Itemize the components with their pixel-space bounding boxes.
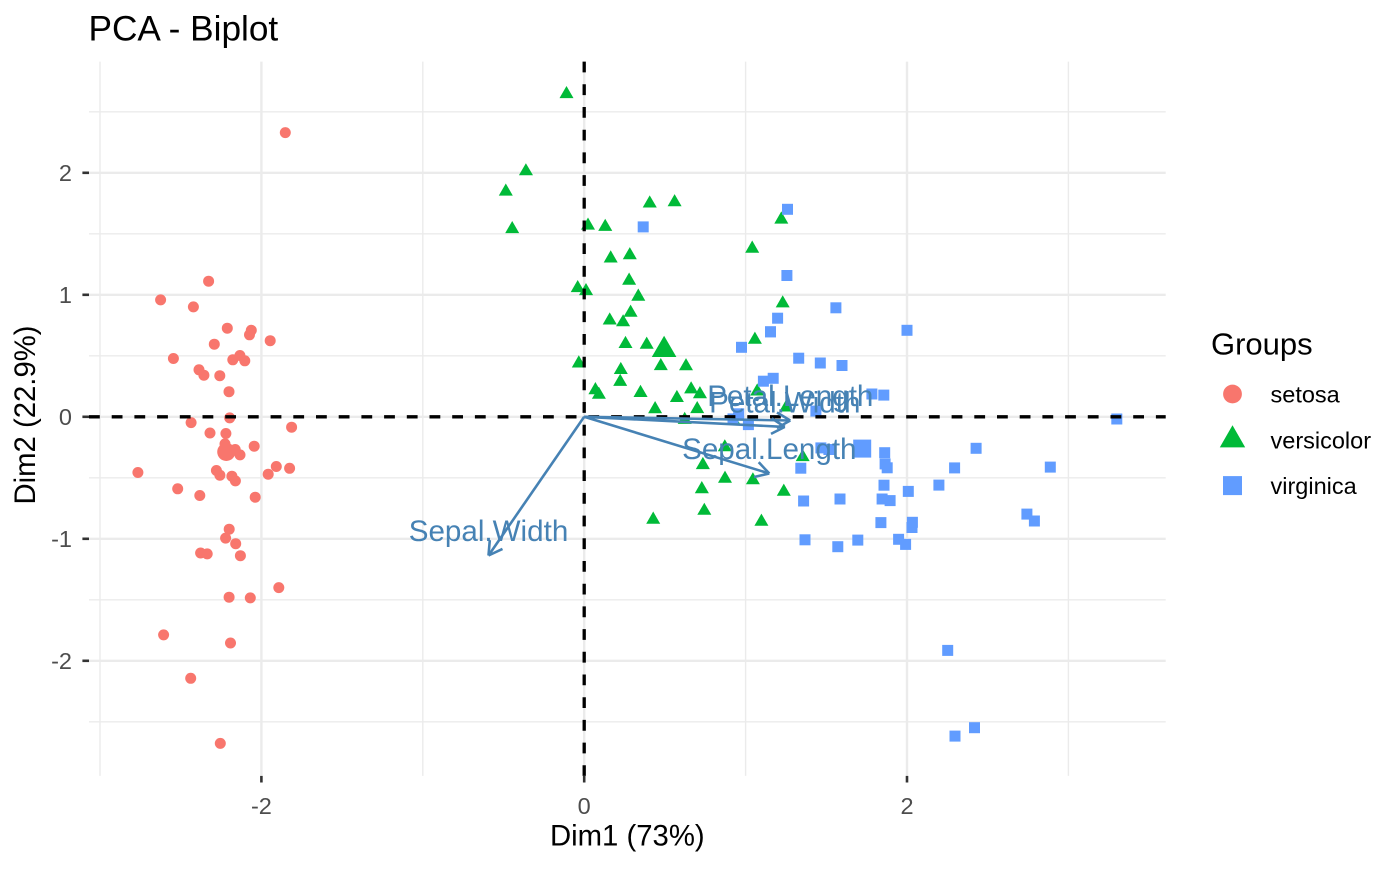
svg-text:Petal.Width: Petal.Width [709,387,860,420]
svg-text:2: 2 [900,793,913,819]
svg-text:Groups: Groups [1211,327,1313,362]
svg-text:Dim1 (73%): Dim1 (73%) [550,820,705,853]
svg-text:-1: -1 [51,526,72,552]
svg-text:Sepal.Width: Sepal.Width [409,515,569,548]
svg-text:Petal.Length: Petal.Length [707,380,873,413]
svg-text:Sepal.Length: Sepal.Length [682,433,856,466]
svg-text:-2: -2 [251,793,272,819]
svg-text:2: 2 [59,160,72,186]
svg-text:-2: -2 [51,648,72,674]
svg-text:Dim2 (22.9%): Dim2 (22.9%) [9,325,42,504]
svg-text:versicolor: versicolor [1271,427,1372,453]
svg-text:virginica: virginica [1271,473,1358,499]
svg-text:setosa: setosa [1271,381,1341,407]
svg-text:PCA - Biplot: PCA - Biplot [89,10,279,49]
svg-text:1: 1 [59,282,72,308]
svg-text:0: 0 [59,404,72,430]
svg-text:0: 0 [578,793,591,819]
